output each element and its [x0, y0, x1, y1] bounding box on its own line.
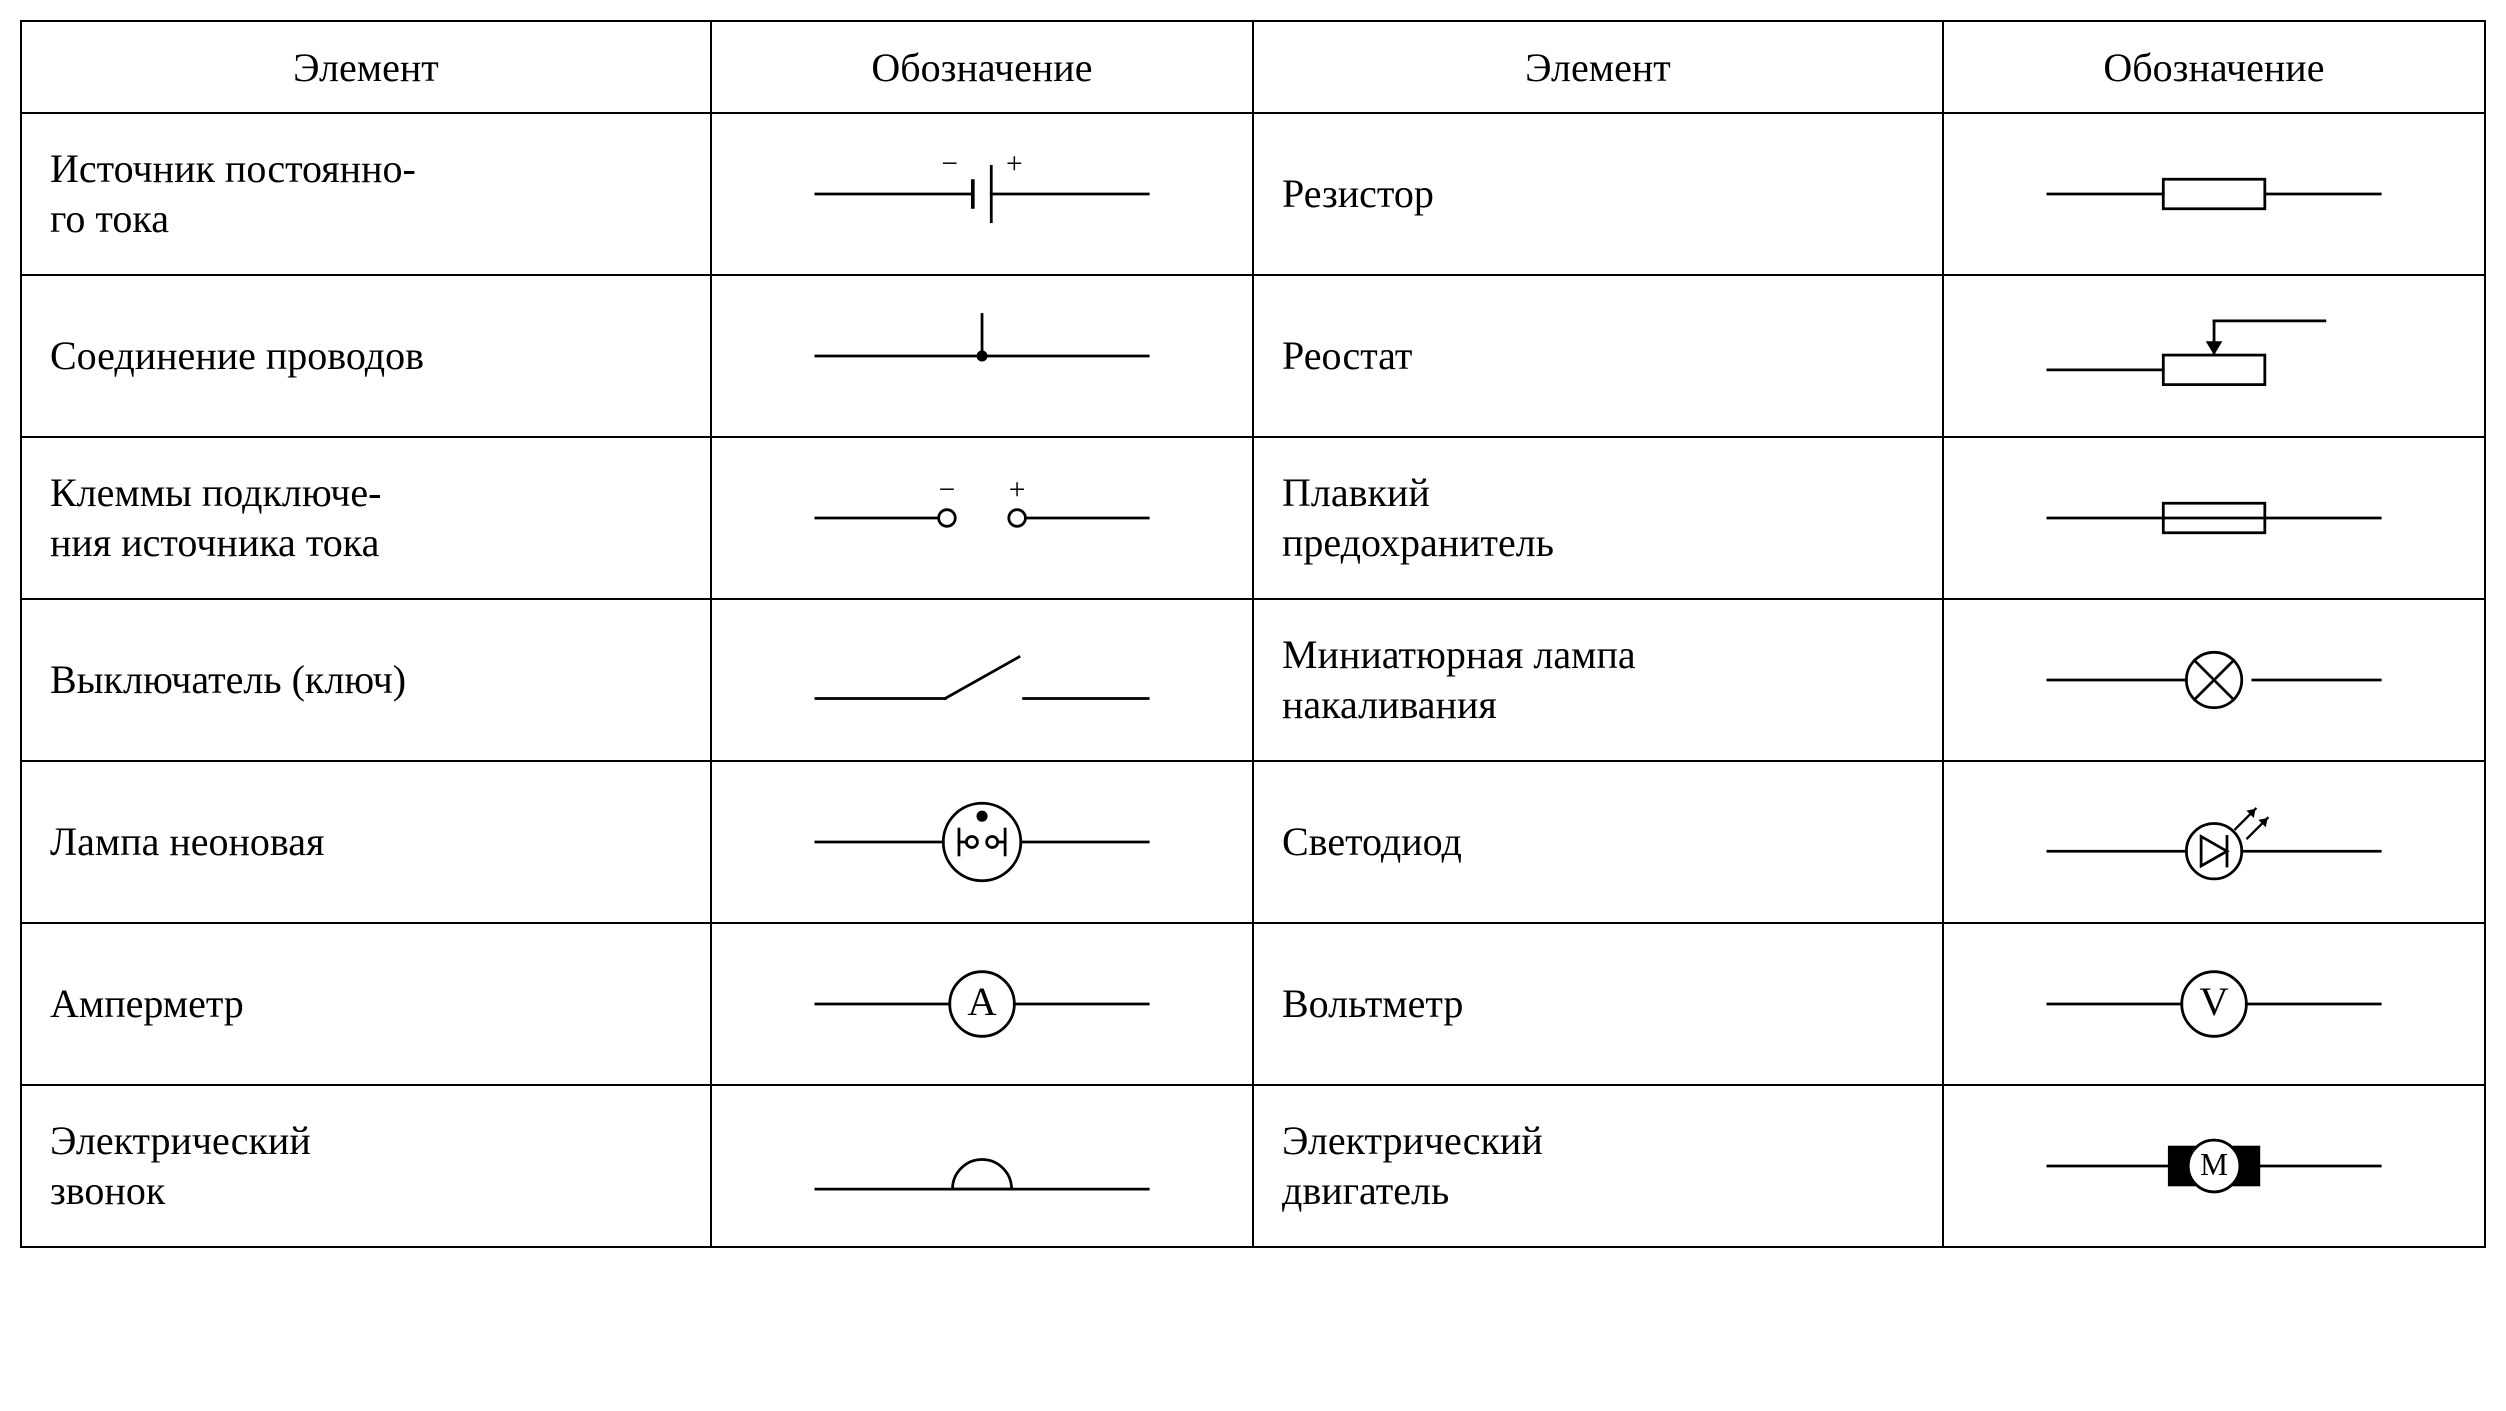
symbol-voltmeter: V	[1943, 923, 2485, 1085]
symbol-resistor	[1943, 113, 2485, 275]
table-row: Амперметр A Вольтметр V	[21, 923, 2485, 1085]
circuit-symbols-table: Элемент Обозначение Элемент Обозначение …	[20, 20, 2486, 1248]
symbol-lamp	[1943, 599, 2485, 761]
table-row: Электрическийзвонок Электрическийдвигател…	[21, 1085, 2485, 1247]
symbol-terminals: −+	[711, 437, 1253, 599]
element-name: Источник постоянно-го тока	[21, 113, 711, 275]
element-name: Резистор	[1253, 113, 1943, 275]
element-name: Плавкийпредохранитель	[1253, 437, 1943, 599]
element-name: Электрическийзвонок	[21, 1085, 711, 1247]
element-name: Выключатель (ключ)	[21, 599, 711, 761]
element-name: Клеммы подключе-ния источника тока	[21, 437, 711, 599]
symbol-led	[1943, 761, 2485, 923]
header-symbol-1: Обозначение	[711, 21, 1253, 113]
svg-text:+: +	[1009, 474, 1026, 506]
header-symbol-2: Обозначение	[1943, 21, 2485, 113]
symbol-switch	[711, 599, 1253, 761]
symbol-dc_source: −+	[711, 113, 1253, 275]
svg-text:−: −	[941, 148, 958, 180]
header-element-2: Элемент	[1253, 21, 1943, 113]
element-name: Реостат	[1253, 275, 1943, 437]
symbol-bell	[711, 1085, 1253, 1247]
element-name: Вольтметр	[1253, 923, 1943, 1085]
symbol-junction	[711, 275, 1253, 437]
table-row: Лампа неоновая Светодиод	[21, 761, 2485, 923]
element-name: Амперметр	[21, 923, 711, 1085]
svg-text:A: A	[967, 979, 997, 1024]
element-name: Электрическийдвигатель	[1253, 1085, 1943, 1247]
table-row: Клеммы подключе-ния источника тока−+Плав…	[21, 437, 2485, 599]
svg-text:М: М	[2200, 1147, 2228, 1182]
header-element-1: Элемент	[21, 21, 711, 113]
symbol-rheostat	[1943, 275, 2485, 437]
symbol-ammeter: A	[711, 923, 1253, 1085]
symbol-fuse	[1943, 437, 2485, 599]
table-row: Соединение проводов Реостат	[21, 275, 2485, 437]
svg-text:+: +	[1006, 148, 1023, 180]
table-header-row: Элемент Обозначение Элемент Обозначение	[21, 21, 2485, 113]
table-row: Выключатель (ключ) Миниатюрная лампанакал…	[21, 599, 2485, 761]
element-name: Соединение проводов	[21, 275, 711, 437]
element-name: Лампа неоновая	[21, 761, 711, 923]
element-name: Светодиод	[1253, 761, 1943, 923]
table-row: Источник постоянно-го тока−+Резистор	[21, 113, 2485, 275]
element-name: Миниатюрная лампанакаливания	[1253, 599, 1943, 761]
symbol-neon_lamp	[711, 761, 1253, 923]
symbol-motor: М	[1943, 1085, 2485, 1247]
svg-text:V: V	[2199, 979, 2228, 1024]
svg-text:−: −	[939, 474, 956, 506]
